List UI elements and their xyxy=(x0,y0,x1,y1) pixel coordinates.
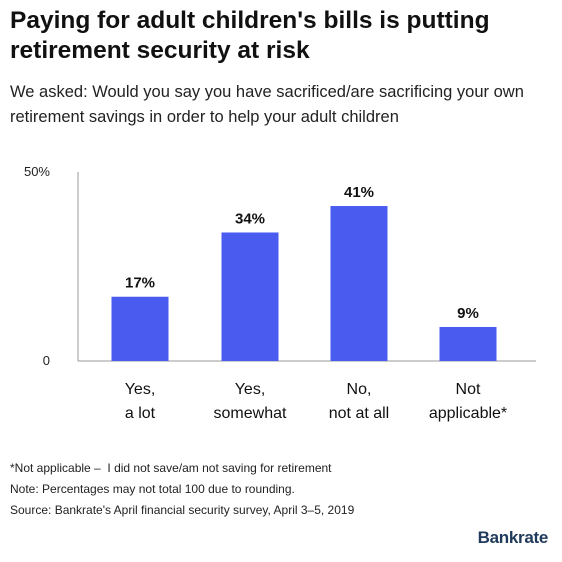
bars xyxy=(111,206,497,361)
bar xyxy=(221,232,279,361)
category-label: Not xyxy=(456,381,481,398)
category-labels: Yes, a lot Yes, somewhat No, not at all Not app… xyxy=(125,381,507,422)
data-label: 9% xyxy=(457,305,479,322)
chart-subtitle: We asked: Would you say you have sacrifi… xyxy=(10,83,524,126)
y-tick-label: 50% xyxy=(24,164,50,179)
category-label: Yes, xyxy=(235,381,266,398)
category-label: somewhat xyxy=(214,405,287,422)
chart-title: Paying for adult children's bills is put… xyxy=(10,7,490,64)
category-label: applicable* xyxy=(429,405,507,422)
bankrate-logo: Bankrate xyxy=(477,528,549,547)
data-label: 41% xyxy=(344,184,374,201)
category-label: Yes, xyxy=(125,381,156,398)
y-axis-ticks: 0 50% xyxy=(24,164,50,368)
category-label: not at all xyxy=(329,405,389,422)
bar xyxy=(439,326,497,361)
data-label: 17% xyxy=(125,275,155,292)
data-labels: 17% 34% 41% 9% xyxy=(125,184,479,322)
bar xyxy=(111,296,169,361)
data-label: 34% xyxy=(235,210,265,227)
footnote-not-applicable: *Not applicable – I did not save/am not … xyxy=(10,461,332,475)
bar xyxy=(330,206,388,361)
category-label: a lot xyxy=(125,405,156,422)
footnote-rounding-note: Note: Percentages may not total 100 due … xyxy=(10,482,295,496)
category-label: No, xyxy=(347,381,372,398)
footnote-source: Source: Bankrate's April financial secur… xyxy=(10,503,355,517)
y-tick-label: 0 xyxy=(43,353,50,368)
footnotes: *Not applicable – I did not save/am not … xyxy=(10,458,550,521)
